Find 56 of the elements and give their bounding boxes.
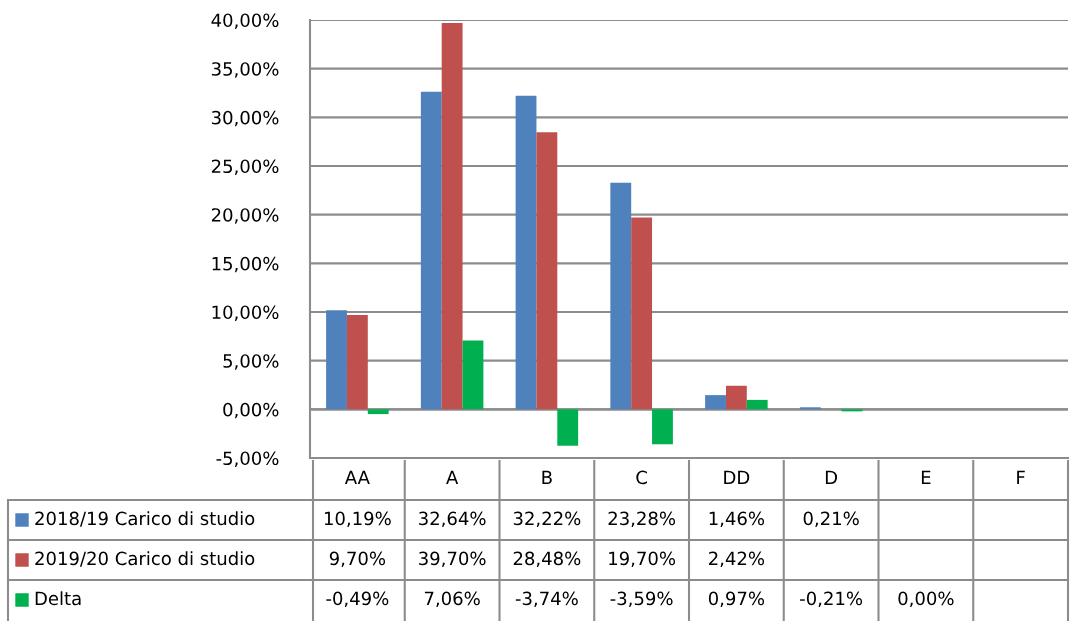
bar [705,395,726,410]
legend-label: 2019/20 Carico di studio [35,551,255,567]
bar [610,182,632,410]
bar [536,132,558,410]
y-tick-label: 0,00% [223,402,279,419]
y-tick-label: 15,00% [212,256,279,273]
y-tick-label: 5,00% [223,354,279,370]
data-label: 2,42% [709,551,765,568]
legend-label: 2018/19 Carico di studio [35,511,255,527]
bar [462,340,484,410]
bar [841,409,863,412]
data-label: 32,22% [513,511,581,528]
data-label: -0,21% [800,591,863,608]
bar [746,399,768,410]
bar [631,217,653,410]
x-tick-label: AA [344,470,370,484]
data-label: 7,06% [424,591,480,608]
y-tick-label: 35,00% [211,62,279,78]
data-label: 32,64% [419,511,486,528]
x-tick-label: E [921,470,931,484]
y-tick-label: 30,00% [211,110,279,127]
data-label: 1,46% [709,511,765,528]
bar [652,409,673,445]
data-label: -0,49% [326,591,389,608]
bar [725,385,747,410]
x-tick-label: C [636,470,647,485]
data-label: -3,74% [515,591,578,608]
bar [367,409,389,415]
bar [557,409,579,446]
data-label: 0,00% [898,591,954,608]
data-label: 19,70% [609,551,676,568]
y-tick-label: 20,00% [211,208,279,224]
y-tick-label: 40,00% [211,13,279,29]
data-label: 0,21% [803,511,859,528]
y-tick-label: 25,00% [211,159,279,175]
x-tick-label: A [446,470,459,484]
bar [326,310,347,410]
bar [799,407,821,410]
bar [346,314,368,410]
bar [441,22,463,410]
data-label: 0,97% [708,591,765,608]
data-label: 39,70% [419,551,486,568]
x-tick-label: F [1017,470,1025,484]
x-tick-label: D [825,470,838,484]
data-label: 23,28% [608,511,676,528]
y-tick-label: -5,00% [216,451,279,467]
legend-label: Delta [35,591,81,606]
data-label: 10,19% [324,511,391,528]
bar [515,95,537,410]
x-tick-label: B [542,470,552,484]
x-tick-label: DD [724,470,750,484]
bar [420,91,442,410]
data-label: -3,59% [610,591,673,608]
data-label: 9,70% [329,551,386,568]
data-label: 28,48% [513,551,581,568]
y-tick-label: 10,00% [212,305,279,321]
